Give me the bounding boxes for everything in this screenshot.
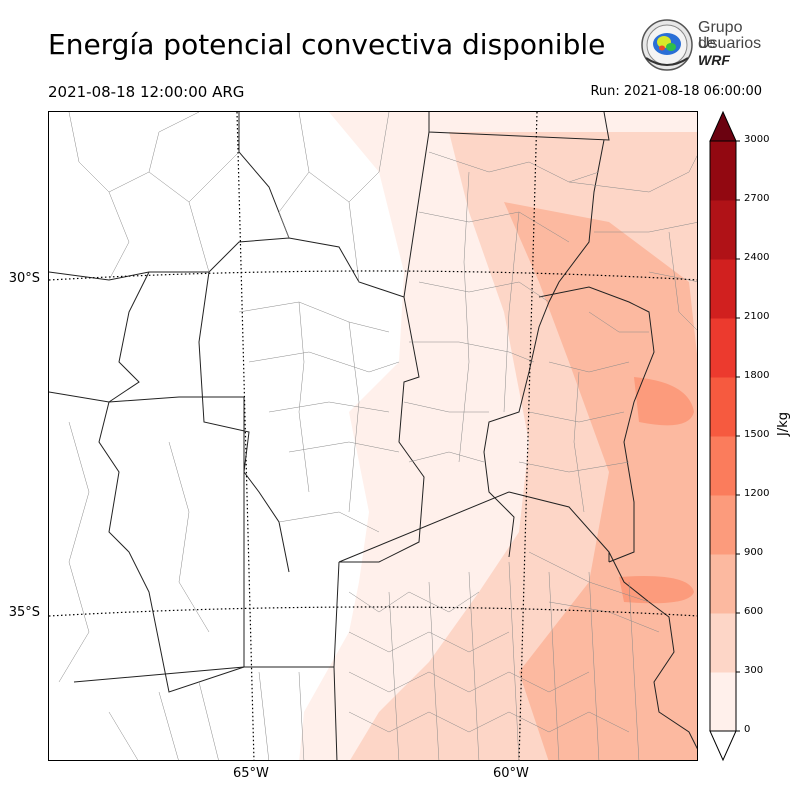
colorbar: 0 300 600 900 1200 1500 1800 2100 2400 2700 3000 [706,110,786,774]
logo-line-2: Usuarios [698,35,762,52]
colorbar-tick-label: 600 [744,606,764,617]
lon-label-65w: 65°W [233,766,269,781]
colorbar-tick-label: 0 [744,724,751,735]
colorbar-tick-label: 2100 [744,311,770,322]
map-canvas [49,112,697,760]
logo-line-1: Grupo de [698,19,743,52]
cape-band-900-1200-se [619,576,694,604]
colorbar-band [710,377,736,437]
cape-band-900-1200-east [634,377,694,426]
logo-line-3: WRF [698,52,730,68]
colorbar-tick-label: 300 [744,665,764,676]
graticule [49,112,697,760]
globe-logo-icon [641,19,693,71]
run-time: Run: 2021-08-18 06:00:00 [590,84,762,99]
colorbar-tick-label: 1200 [744,488,770,499]
colorbar-band [710,318,736,378]
lon-label-60w: 60°W [493,766,529,781]
colorbar-tick-label: 2400 [744,252,770,263]
colorbar-band [710,613,736,673]
colorbar-extend-min [709,730,737,762]
colorbar-band [710,436,736,496]
page-title: Energía potencial convectiva disponible [48,28,606,61]
colorbar-unit: J/kg [776,412,791,436]
colorbar-band [710,259,736,319]
cape-map [48,111,698,761]
province-boundaries [49,112,697,760]
colorbar-band [710,554,736,614]
colorbar-tick-label: 2700 [744,193,770,204]
department-boundaries [58,112,697,760]
colorbar-band [710,200,736,260]
valid-time: 2021-08-18 12:00:00 ARG [48,83,245,101]
cape-band-600-900 [504,202,697,760]
colorbar-tick-label: 900 [744,547,764,558]
lat-label-30s: 30°S [8,271,40,286]
colorbar-band [710,141,736,201]
colorbar-tick-label: 3000 [744,134,770,145]
logo: Grupo de Usuarios WRF [640,18,762,72]
colorbar-scale [709,110,740,762]
cape-shading [299,112,697,760]
colorbar-tick-label: 1500 [744,429,770,440]
lat-label-35s: 35°S [8,605,40,620]
colorbar-tick-label: 1800 [744,370,770,381]
colorbar-band [710,672,736,732]
colorbar-extend-max [709,110,737,142]
colorbar-band [710,495,736,555]
